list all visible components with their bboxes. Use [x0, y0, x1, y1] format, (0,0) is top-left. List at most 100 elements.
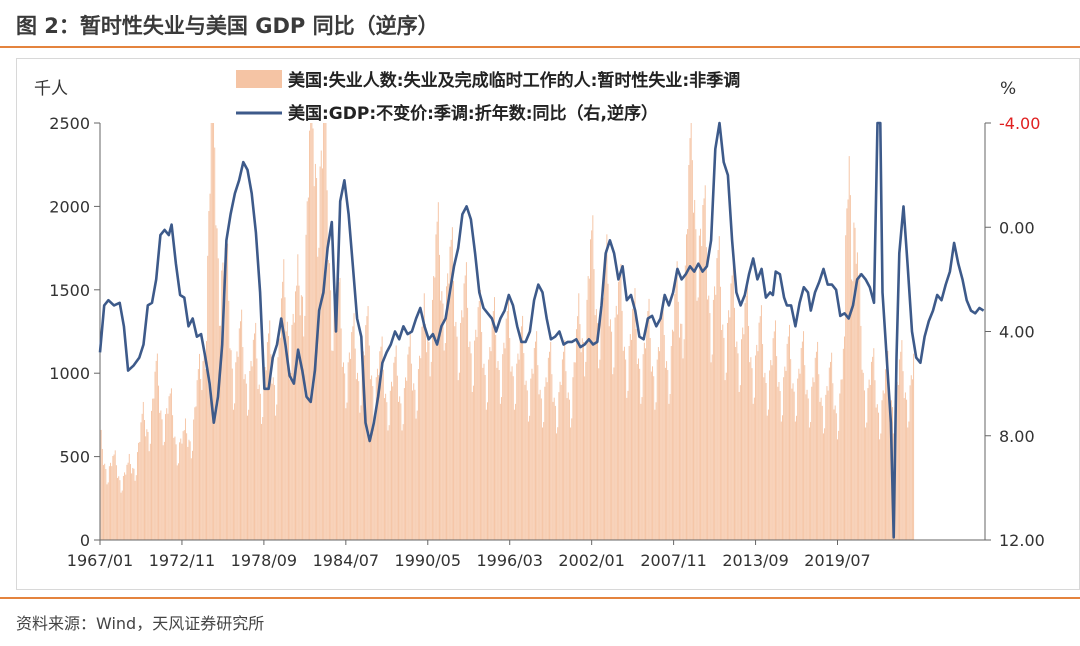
bar	[558, 392, 560, 540]
bar	[408, 346, 410, 540]
right-tick-label: 8.00	[999, 427, 1035, 446]
bar	[582, 342, 584, 540]
bar	[490, 351, 492, 540]
chart: 0 500 1000 1500 2000 2500 -4.00 0.00 4.00 8.00 12.…	[34, 70, 1045, 570]
bar	[752, 403, 754, 540]
bar	[710, 362, 712, 540]
bar	[649, 338, 651, 540]
bar	[189, 441, 191, 540]
bar	[262, 417, 264, 540]
bar	[590, 239, 591, 540]
bar	[299, 315, 301, 540]
bar	[906, 399, 908, 540]
bar	[683, 339, 685, 540]
bar	[423, 293, 425, 540]
bar	[428, 342, 430, 540]
bar	[726, 322, 728, 540]
bar	[653, 376, 655, 540]
bar	[279, 337, 281, 540]
bar	[165, 414, 167, 540]
bar	[337, 282, 339, 540]
bar	[338, 282, 340, 540]
bar	[360, 405, 362, 540]
bar	[907, 427, 909, 540]
bar	[715, 294, 717, 540]
bar	[439, 254, 440, 540]
bar	[662, 297, 664, 540]
bar	[207, 255, 209, 540]
bar	[771, 365, 773, 540]
bar	[449, 246, 451, 540]
bar	[659, 351, 661, 540]
bar	[284, 297, 286, 540]
bar	[437, 202, 439, 540]
bar	[166, 408, 168, 540]
bar	[169, 393, 171, 540]
bar	[711, 354, 713, 540]
bar	[264, 367, 266, 540]
bar	[634, 288, 636, 540]
bar	[277, 357, 279, 540]
bar	[259, 393, 261, 540]
bar	[422, 316, 424, 540]
bar	[882, 390, 884, 540]
bar	[265, 370, 267, 540]
bar	[495, 335, 497, 540]
bar	[440, 300, 442, 540]
bar	[903, 398, 905, 540]
bar	[812, 377, 814, 540]
bar	[883, 393, 885, 540]
bar	[910, 375, 912, 540]
bar	[133, 468, 135, 540]
bar	[477, 307, 479, 540]
bar	[252, 339, 254, 540]
bar	[448, 283, 450, 540]
bar	[254, 333, 255, 540]
bar	[474, 340, 476, 540]
bar	[684, 265, 686, 540]
bar	[256, 358, 258, 540]
bar	[112, 456, 114, 540]
bar	[101, 448, 103, 540]
bar	[897, 384, 899, 540]
bar	[412, 390, 414, 540]
bar	[359, 412, 361, 540]
bar	[526, 390, 528, 540]
bar	[556, 433, 558, 540]
bar	[489, 347, 491, 540]
bar	[764, 372, 766, 540]
bar	[398, 401, 399, 540]
bar	[236, 351, 238, 540]
bar	[638, 358, 639, 540]
bar	[718, 236, 720, 540]
bar	[111, 466, 113, 540]
bar	[735, 347, 737, 540]
bar	[224, 248, 226, 541]
bar	[128, 453, 130, 540]
bar	[830, 361, 831, 540]
bar	[780, 421, 782, 540]
bar	[401, 430, 403, 540]
bar	[216, 228, 218, 540]
bar	[234, 403, 236, 540]
bar	[129, 464, 131, 540]
bar	[719, 286, 721, 540]
bar	[121, 490, 123, 540]
bar	[378, 375, 380, 540]
bar	[289, 379, 291, 540]
bar	[755, 355, 757, 540]
bar	[758, 322, 760, 540]
bar	[304, 315, 306, 540]
bar	[235, 362, 237, 540]
bar	[364, 355, 366, 540]
bar	[835, 413, 837, 540]
bar	[345, 408, 347, 540]
bar	[406, 380, 408, 540]
legend-bar-swatch	[236, 70, 282, 88]
bar	[333, 302, 335, 540]
bar	[442, 303, 444, 540]
bar	[874, 380, 876, 540]
bar	[642, 354, 644, 540]
bar	[769, 370, 771, 540]
bar	[759, 316, 761, 540]
